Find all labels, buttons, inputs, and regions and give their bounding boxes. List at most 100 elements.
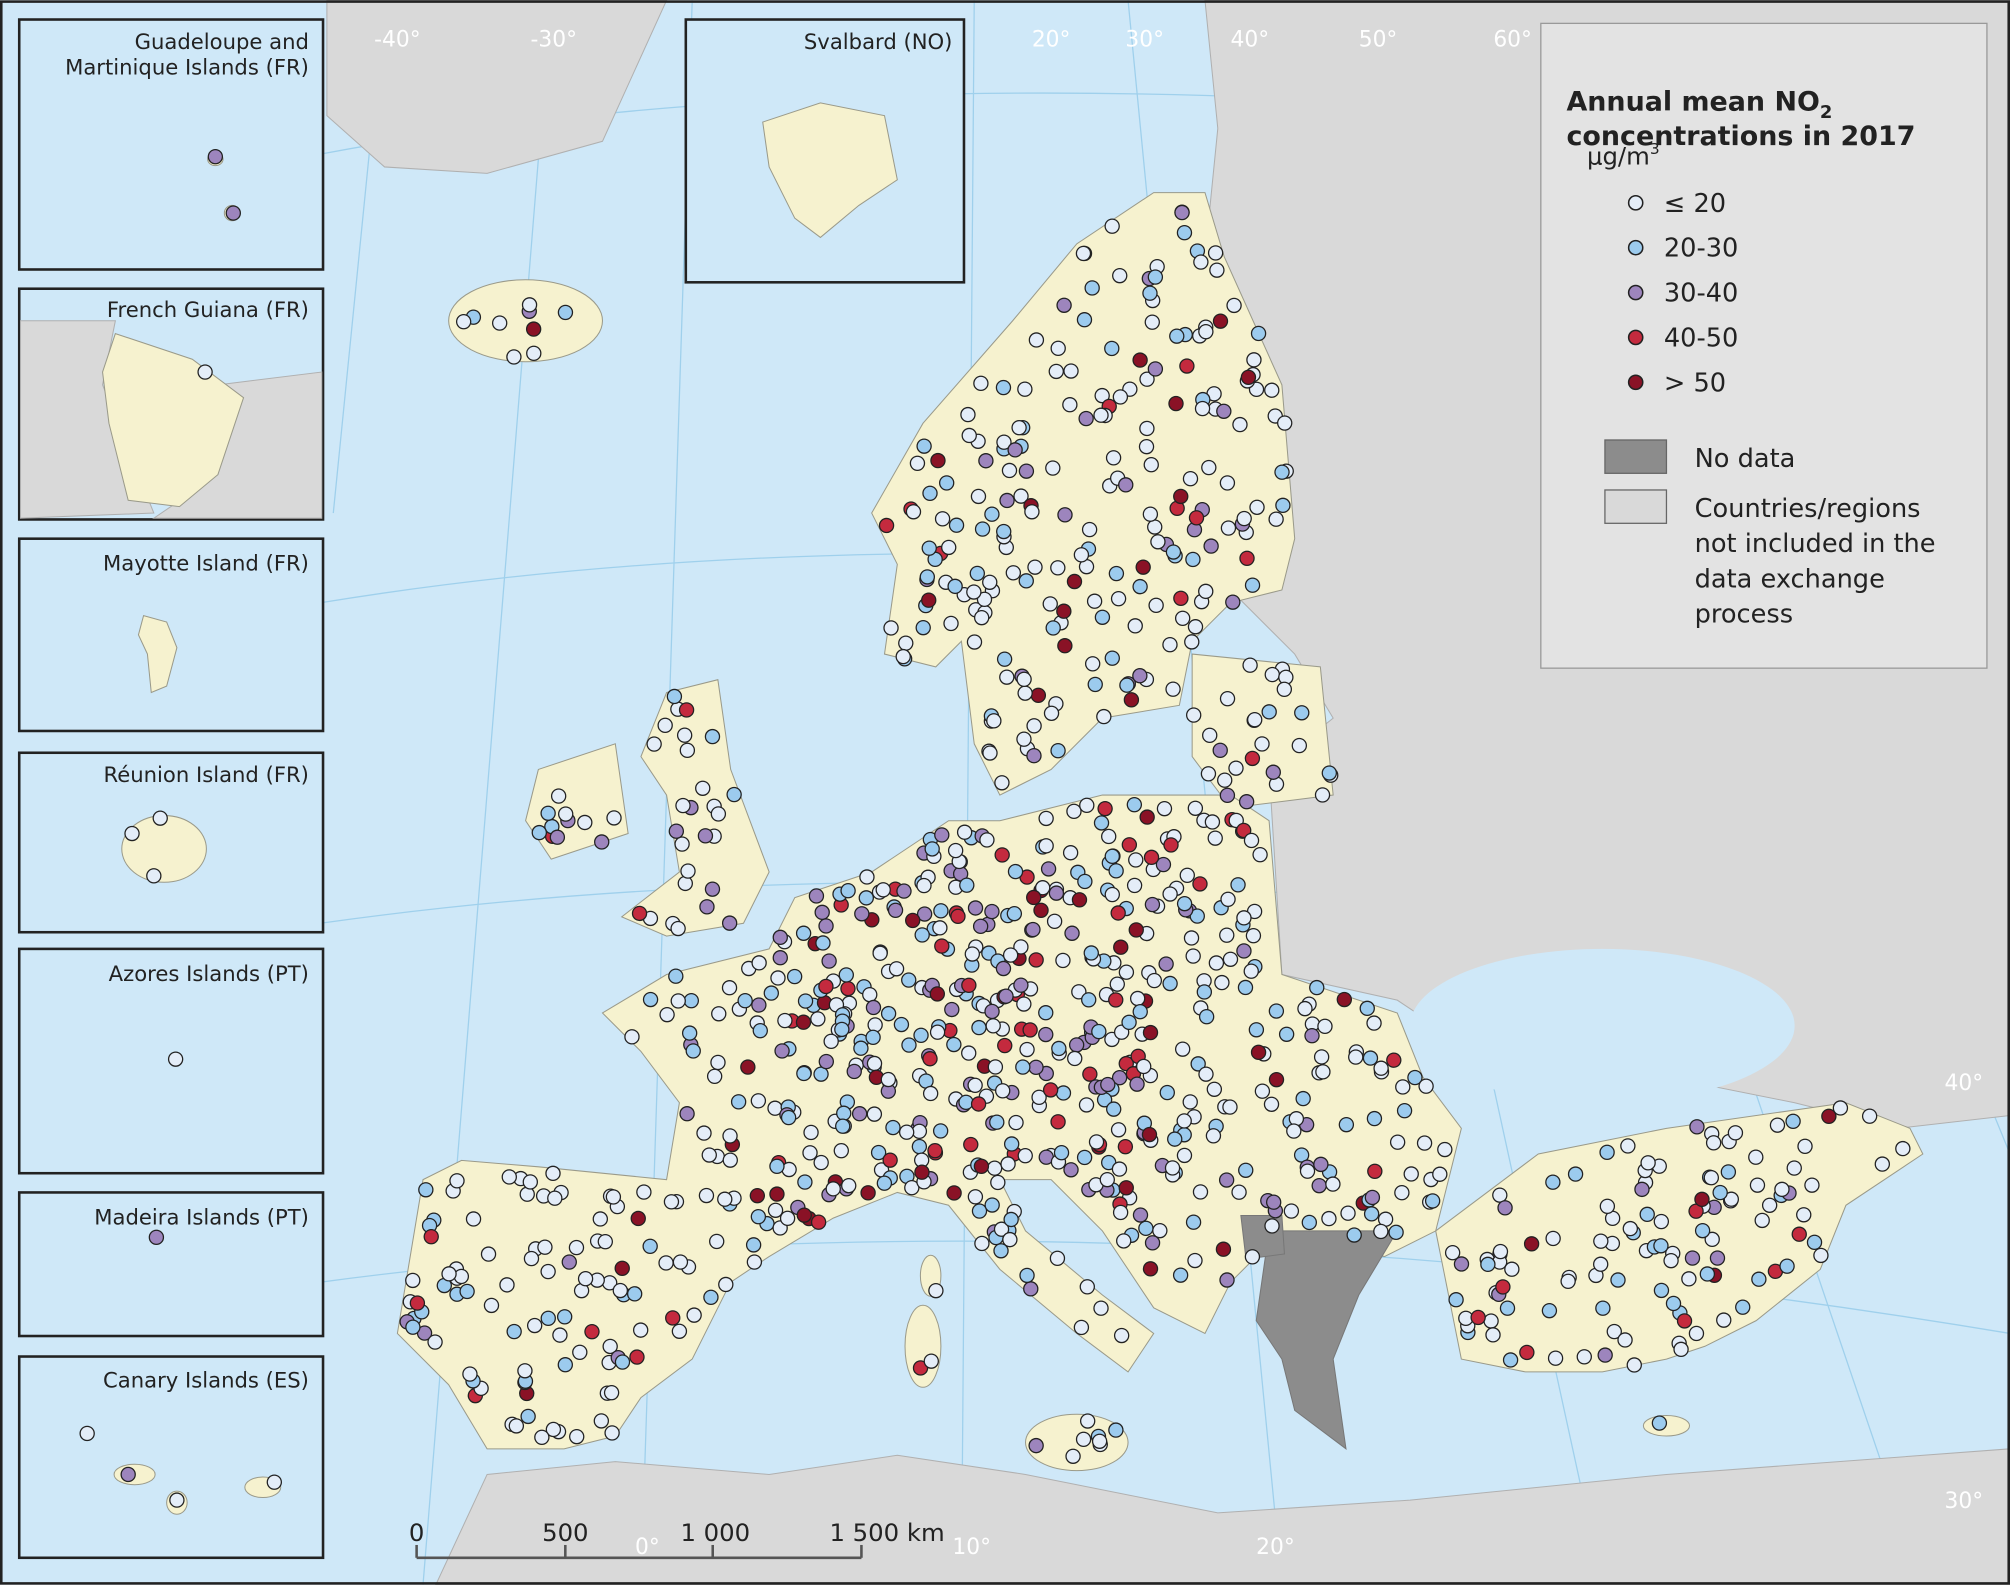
station <box>266 1474 283 1490</box>
station <box>1264 382 1280 398</box>
station <box>1492 1187 1508 1203</box>
station <box>1394 1185 1410 1201</box>
station <box>550 788 567 804</box>
station <box>1599 1144 1615 1161</box>
station <box>993 1243 1009 1259</box>
station <box>1576 1349 1592 1365</box>
station <box>1470 1309 1486 1326</box>
station <box>1791 1226 1807 1242</box>
station <box>1158 956 1174 972</box>
station <box>1277 415 1293 431</box>
station <box>1071 984 1087 1000</box>
station <box>491 315 508 331</box>
station <box>1547 1350 1564 1366</box>
station <box>1407 1069 1423 1086</box>
station <box>1545 1174 1561 1190</box>
station <box>933 903 949 919</box>
station <box>1774 1181 1790 1198</box>
station <box>1063 1162 1079 1178</box>
inset-madeira <box>17 1191 325 1338</box>
station <box>888 961 905 977</box>
station <box>1228 760 1244 776</box>
station <box>1113 1327 1130 1344</box>
station <box>1019 1267 1035 1284</box>
station <box>986 1160 1003 1176</box>
inset-frame <box>17 18 325 271</box>
station <box>982 745 998 761</box>
station <box>1183 930 1200 946</box>
station <box>893 1016 910 1033</box>
station <box>1141 1126 1158 1143</box>
scale-bar: 0 500 1 000 1 500 km <box>409 1518 945 1560</box>
station <box>1264 1218 1280 1234</box>
station <box>506 1323 522 1340</box>
station <box>1593 1233 1609 1249</box>
station <box>1112 267 1128 284</box>
station <box>1026 748 1042 764</box>
station <box>1246 352 1262 368</box>
station <box>1321 1210 1337 1227</box>
station <box>1147 269 1164 285</box>
station <box>995 960 1012 977</box>
station <box>459 1283 475 1300</box>
station <box>808 888 825 904</box>
station <box>1232 416 1248 433</box>
station <box>1179 867 1195 884</box>
station <box>1278 1026 1295 1042</box>
station <box>986 713 1002 729</box>
station <box>1209 262 1225 278</box>
station <box>1230 877 1246 893</box>
station <box>1016 996 1032 1012</box>
station <box>577 814 593 831</box>
station <box>1138 1220 1154 1237</box>
legend-label: 20-30 <box>1664 234 1738 264</box>
station <box>1079 797 1095 814</box>
station <box>840 980 856 997</box>
station <box>1220 891 1236 907</box>
stations <box>399 204 1911 1464</box>
station <box>974 1235 990 1252</box>
station <box>626 1286 643 1302</box>
station <box>663 1194 680 1210</box>
station <box>979 832 995 848</box>
station <box>1144 1235 1161 1251</box>
station <box>1519 1344 1535 1361</box>
legend-label: data exchange <box>1695 564 1885 594</box>
station <box>1168 395 1184 412</box>
station <box>796 1207 812 1223</box>
station <box>769 1158 785 1174</box>
station <box>1340 1205 1356 1221</box>
station <box>1001 462 1018 479</box>
station <box>972 918 989 935</box>
station <box>1240 369 1257 385</box>
station <box>604 1425 620 1441</box>
station <box>1203 538 1219 554</box>
station <box>1485 1327 1501 1343</box>
station <box>966 634 983 650</box>
station <box>1821 1108 1837 1124</box>
station <box>710 806 727 822</box>
station <box>815 935 831 951</box>
station <box>1769 1117 1786 1133</box>
station <box>1244 577 1261 593</box>
station <box>501 1169 517 1185</box>
station <box>1003 1136 1020 1152</box>
station <box>870 1144 887 1161</box>
station <box>1097 800 1113 817</box>
station <box>1432 1166 1448 1182</box>
station <box>525 321 542 337</box>
station <box>1250 1044 1267 1061</box>
graticule-label: 40° <box>1945 1071 1984 1096</box>
station <box>508 1418 525 1434</box>
station <box>1297 1000 1313 1017</box>
station <box>1187 1252 1203 1269</box>
station <box>1541 1302 1558 1319</box>
station <box>947 578 963 595</box>
station <box>1109 976 1125 992</box>
station <box>1040 861 1057 877</box>
station <box>1003 1211 1019 1228</box>
station <box>423 1228 439 1245</box>
scale-label: 0 <box>409 1518 425 1547</box>
station <box>631 905 648 922</box>
station <box>1172 1267 1189 1283</box>
